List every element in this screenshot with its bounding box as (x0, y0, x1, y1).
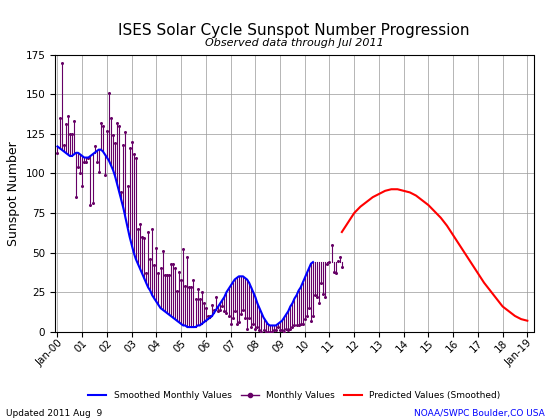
Y-axis label: Sunspot Number: Sunspot Number (7, 141, 20, 246)
Text: Observed data through Jul 2011: Observed data through Jul 2011 (205, 38, 384, 48)
Title: ISES Solar Cycle Sunspot Number Progression: ISES Solar Cycle Sunspot Number Progress… (118, 23, 470, 38)
Legend: Smoothed Monthly Values, Monthly Values, Predicted Values (Smoothed): Smoothed Monthly Values, Monthly Values,… (85, 388, 504, 404)
Text: NOAA/SWPC Boulder,CO USA: NOAA/SWPC Boulder,CO USA (414, 409, 544, 418)
Text: Updated 2011 Aug  9: Updated 2011 Aug 9 (6, 409, 102, 418)
